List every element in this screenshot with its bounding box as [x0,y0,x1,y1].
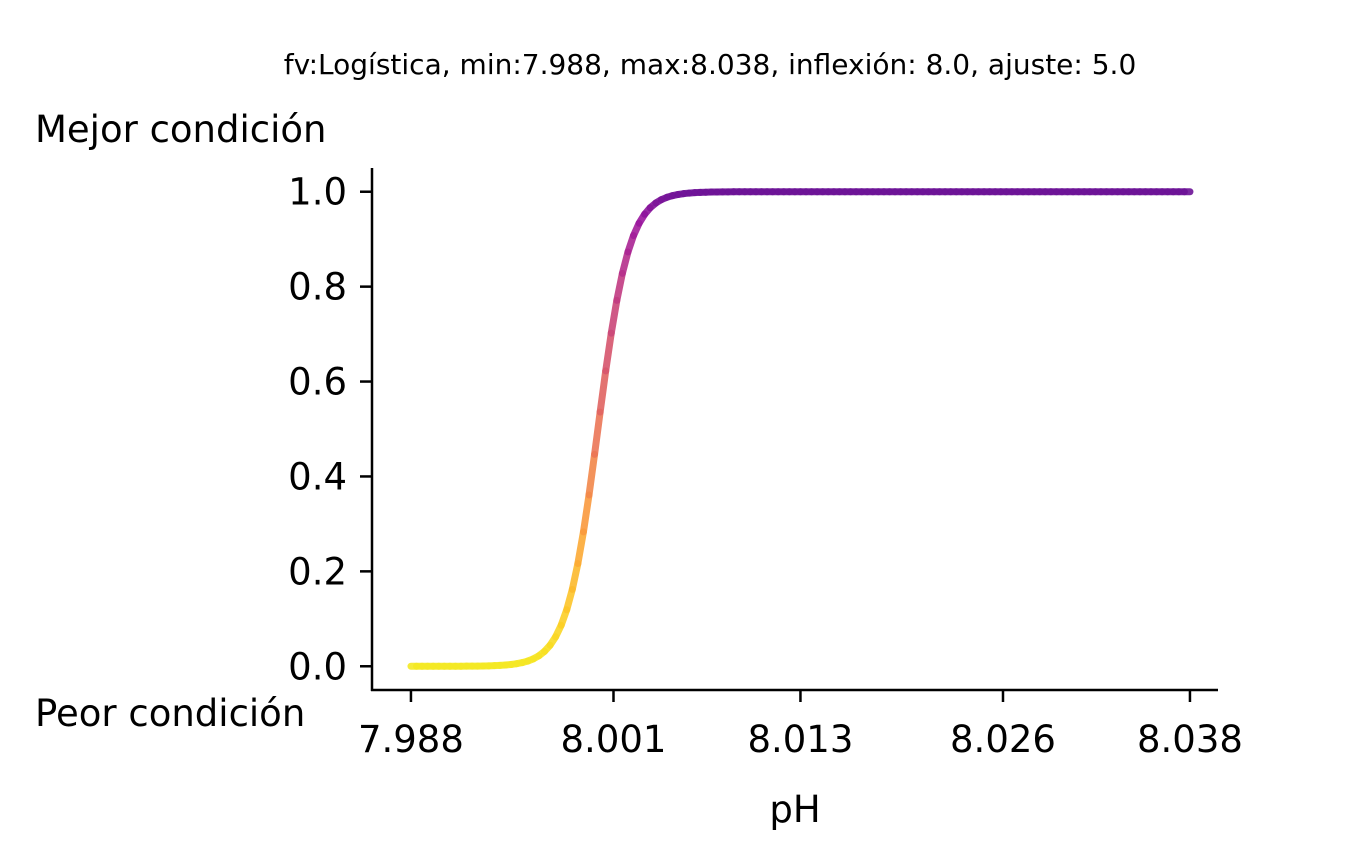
curve-segment [607,296,621,337]
y-label-worst: Peor condición [35,692,305,735]
x-ticks: 7.988 8.001 8.013 8.026 8.038 [358,690,1243,761]
x-tick-label: 8.026 [950,718,1056,761]
y-tick-label: 0.6 [288,361,347,404]
curve-segment [602,329,615,375]
axes [370,168,1218,692]
curve-segment [585,450,599,499]
curve-segment [568,559,582,593]
logistic-curve [407,188,1194,670]
curve-segment [596,367,610,416]
y-tick-label: 0.8 [288,266,347,309]
x-tick-label: 8.001 [561,718,667,761]
y-tick-label: 1.0 [288,171,347,214]
x-tick-label: 7.988 [358,718,464,761]
chart-title: fv:Logística, min:7.988, max:8.038, infl… [284,48,1137,81]
y-tick-label: 0.4 [288,455,347,498]
x-tick-label: 8.013 [747,718,853,761]
curve-segment [618,248,632,277]
curve-segment [591,408,604,458]
x-axis-label: pH [769,788,820,831]
curve-segment [574,528,587,567]
curve-segment [579,491,593,536]
y-label-best: Mejor condición [35,108,326,151]
y-tick-label: 0.0 [288,645,347,688]
curve-segment [563,585,576,614]
y-ticks: 0.0 0.2 0.4 0.6 0.8 1.0 [288,171,372,688]
curve-segment [613,269,626,304]
x-tick-label: 8.038 [1137,718,1243,761]
y-tick-label: 0.2 [288,550,347,593]
